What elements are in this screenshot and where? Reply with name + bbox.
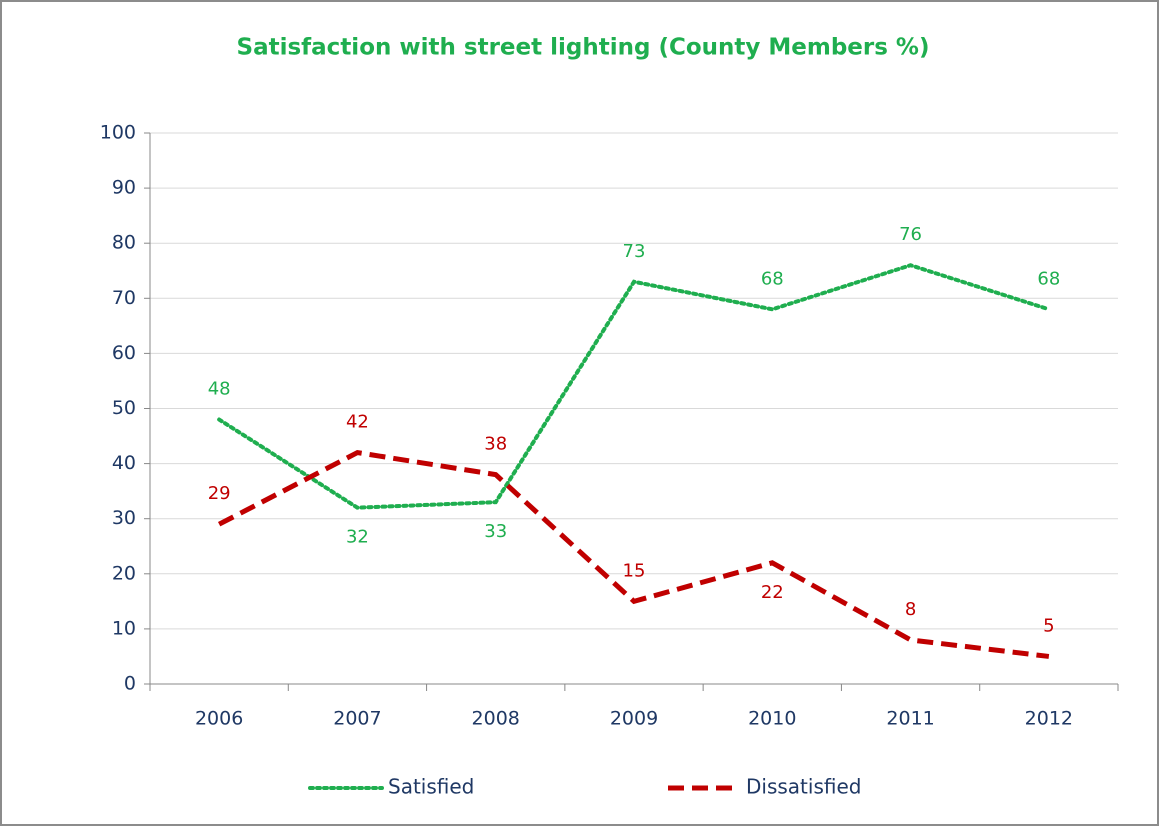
legend-label: Satisfied xyxy=(388,775,474,799)
y-tick-label: 10 xyxy=(112,617,136,639)
legend-label: Dissatisfied xyxy=(746,775,861,799)
y-tick-label: 0 xyxy=(124,673,136,695)
y-tick-label: 80 xyxy=(112,232,136,254)
series-line xyxy=(217,449,1050,659)
series-line xyxy=(217,263,1051,510)
y-tick-label: 60 xyxy=(112,342,136,364)
y-tick-label: 50 xyxy=(112,397,136,419)
data-label: 68 xyxy=(1037,268,1060,289)
data-label: 33 xyxy=(484,521,507,542)
data-label: 68 xyxy=(761,268,784,289)
data-label: 38 xyxy=(484,434,507,455)
data-label: 5 xyxy=(1043,615,1054,636)
y-tick-label: 30 xyxy=(112,507,136,529)
data-label: 42 xyxy=(346,412,369,433)
data-label: 15 xyxy=(623,560,646,581)
x-tick-label: 2012 xyxy=(1025,708,1073,730)
x-tick-label: 2006 xyxy=(195,708,243,730)
y-tick-label: 40 xyxy=(112,452,136,474)
data-label: 29 xyxy=(208,483,231,504)
data-label: 73 xyxy=(623,241,646,262)
x-tick-label: 2007 xyxy=(333,708,381,730)
x-tick-label: 2011 xyxy=(886,708,934,730)
x-tick-label: 2010 xyxy=(748,708,796,730)
y-tick-label: 90 xyxy=(112,177,136,199)
chart-title: Satisfaction with street lighting (Count… xyxy=(237,35,930,61)
data-label: 22 xyxy=(761,582,784,603)
data-label: 32 xyxy=(346,527,369,548)
x-tick-label: 2009 xyxy=(610,708,658,730)
data-label: 76 xyxy=(899,224,922,245)
data-label: 8 xyxy=(905,599,916,620)
x-tick-label: 2008 xyxy=(472,708,520,730)
y-tick-label: 20 xyxy=(112,562,136,584)
y-tick-label: 70 xyxy=(112,287,136,309)
data-label: 48 xyxy=(208,379,231,400)
y-tick-label: 100 xyxy=(100,122,136,144)
